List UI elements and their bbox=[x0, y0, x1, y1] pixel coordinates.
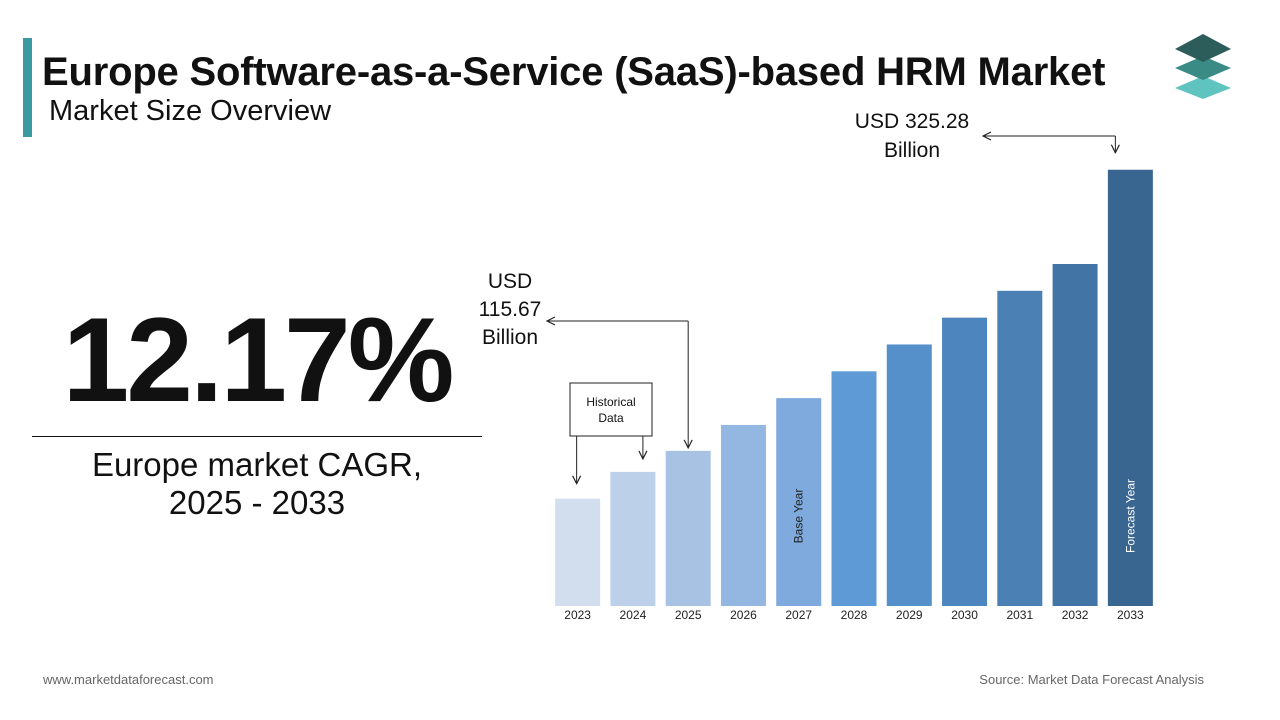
logo-layer-middle bbox=[1175, 56, 1231, 80]
cagr-label-line2: 2025 - 2033 bbox=[168, 484, 346, 521]
bar-2028 bbox=[831, 371, 877, 606]
footer-source: Source: Market Data Forecast Analysis bbox=[979, 672, 1204, 687]
forecast-year-label: Forecast Year bbox=[1123, 479, 1137, 553]
bar-2025 bbox=[665, 450, 711, 606]
historical-data-label-line2: Data bbox=[598, 411, 624, 425]
base-year-label: Base Year bbox=[792, 489, 806, 544]
x-tick-label-2025: 2025 bbox=[675, 608, 702, 622]
x-tick-label-2031: 2031 bbox=[1006, 608, 1033, 622]
bar-2029 bbox=[886, 344, 932, 606]
cagr-label: Europe market CAGR, 2025 - 2033 bbox=[32, 446, 482, 522]
x-tick-label-2029: 2029 bbox=[896, 608, 923, 622]
x-tick-labels: 2023 2024 2025 2026 2027 2028 2029 2030 2031 2032… bbox=[564, 608, 1144, 622]
annotations-group: USD 115.67 Billion USD 325.28 Billion Histori… bbox=[479, 110, 1138, 553]
x-tick-label-2027: 2027 bbox=[785, 608, 812, 622]
bar-2024 bbox=[610, 471, 656, 606]
start-value-label-line2: 115.67 bbox=[479, 298, 542, 321]
bar-2030 bbox=[942, 317, 988, 606]
end-value-label-line1: USD 325.28 bbox=[855, 110, 969, 133]
footer-website: www.marketdataforecast.com bbox=[43, 672, 214, 687]
stacked-layers-icon bbox=[1175, 34, 1231, 99]
cagr-divider bbox=[32, 436, 482, 437]
bar-2027 bbox=[776, 398, 822, 606]
page-title: Europe Software-as-a-Service (SaaS)-base… bbox=[42, 50, 1106, 94]
logo-layer-bottom bbox=[1175, 76, 1231, 99]
bar-2026 bbox=[720, 424, 766, 606]
bar-2023 bbox=[555, 498, 601, 606]
x-tick-label-2032: 2032 bbox=[1062, 608, 1089, 622]
bars-group bbox=[555, 169, 1153, 606]
end-value-label-line2: Billion bbox=[884, 139, 940, 162]
logo-layer-top bbox=[1175, 34, 1231, 62]
cagr-label-line1: Europe market CAGR, bbox=[91, 446, 423, 483]
historical-data-box bbox=[569, 382, 653, 437]
start-value-label-line3: Billion bbox=[482, 326, 538, 349]
bar-2032 bbox=[1052, 264, 1098, 606]
title-accent-bar bbox=[23, 38, 32, 137]
x-tick-label-2023: 2023 bbox=[564, 608, 591, 622]
start-value-label-line1: USD bbox=[488, 270, 532, 293]
x-tick-label-2033: 2033 bbox=[1117, 608, 1144, 622]
bar-2033 bbox=[1107, 169, 1153, 606]
cagr-value: 12.17% bbox=[62, 293, 455, 427]
x-tick-label-2024: 2024 bbox=[620, 608, 647, 622]
historical-data-label-line1: Historical bbox=[586, 395, 635, 409]
page-subtitle: Market Size Overview bbox=[49, 95, 332, 127]
bar-2031 bbox=[997, 290, 1043, 606]
x-tick-label-2028: 2028 bbox=[841, 608, 868, 622]
x-tick-label-2026: 2026 bbox=[730, 608, 757, 622]
x-tick-label-2030: 2030 bbox=[951, 608, 978, 622]
